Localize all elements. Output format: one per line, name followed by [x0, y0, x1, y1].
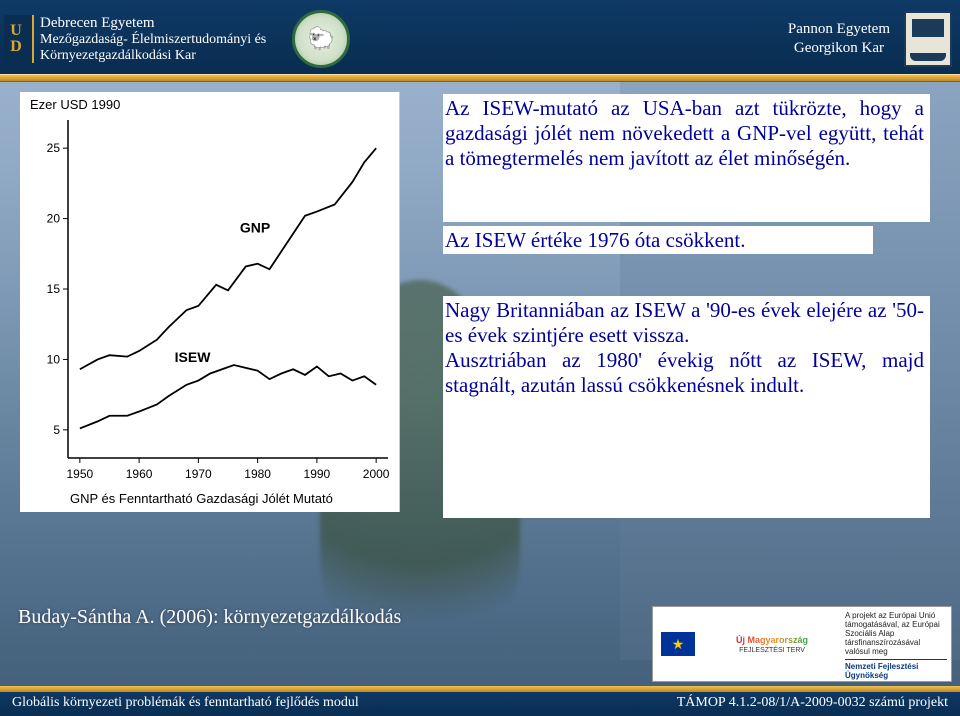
sponsor-subtitle: FEJLESZTÉSI TERV: [739, 647, 805, 654]
sheep-logo-icon: [292, 10, 350, 68]
svg-text:ISEW: ISEW: [175, 349, 212, 365]
slide-footer: Globális környezeti problémák és fenntar…: [0, 686, 960, 716]
sponsor-nfu: Nemzeti Fejlesztési Ügynökség: [845, 659, 947, 680]
sponsor-box: ★ Új Magyarország FEJLESZTÉSI TERV A pro…: [652, 606, 952, 682]
header-left-line1: Debrecen Egyetem: [40, 15, 266, 32]
header-right-text: Pannon Egyetem Georgikon Kar: [788, 20, 890, 58]
chart-caption: GNP és Fenntartható Gazdasági Jólét Muta…: [70, 491, 333, 506]
footer-left: Globális környezeti problémák és fenntar…: [12, 695, 359, 711]
eu-flag-icon: ★: [653, 607, 703, 681]
sponsor-line2: Szociális Alap társfinanszírozásával val…: [845, 629, 947, 656]
svg-text:10: 10: [47, 352, 61, 366]
debrecen-logo: UD: [4, 15, 34, 63]
pannon-crest-icon: [904, 11, 952, 67]
svg-text:5: 5: [53, 423, 60, 437]
svg-text:GNP: GNP: [240, 220, 270, 236]
header-right: Pannon Egyetem Georgikon Kar: [788, 11, 960, 67]
chart-svg: 5 10 15 20 25 1950 1960 1970 1980 1990 2000 GNP ISEW: [20, 92, 400, 512]
paragraph-2: Az ISEW értéke 1976 óta csökkent.: [443, 226, 873, 254]
header-left: UD Debrecen Egyetem Mezőgazdaság- Élelmi…: [0, 10, 350, 68]
sponsor-mid: Új Magyarország FEJLESZTÉSI TERV: [703, 607, 841, 681]
slide-header: UD Debrecen Egyetem Mezőgazdaság- Élelmi…: [0, 0, 960, 82]
svg-text:1960: 1960: [126, 467, 153, 481]
svg-text:20: 20: [47, 212, 61, 226]
chart-y-axis-label: Ezer USD 1990: [30, 97, 120, 112]
svg-text:2000: 2000: [363, 467, 390, 481]
chart-panel: Ezer USD 1990 5 10 15 20 25 1950 1960 1970 1980 1…: [20, 92, 425, 686]
svg-text:15: 15: [47, 282, 61, 296]
paragraph-3: Nagy Britanniában az ISEW a '90-es évek …: [443, 296, 930, 518]
sponsor-right: A projekt az Európai Unió támogatásával,…: [841, 607, 951, 681]
sponsor-title: Új Magyarország: [736, 635, 808, 645]
header-left-line3: Környezetgazdálkodási Kar: [40, 48, 266, 64]
svg-text:1950: 1950: [67, 467, 94, 481]
svg-text:1970: 1970: [185, 467, 212, 481]
paragraph-1: Az ISEW-mutató az USA-ban azt tükrözte, …: [443, 94, 930, 222]
svg-text:1980: 1980: [244, 467, 271, 481]
header-right-line1: Pannon Egyetem: [788, 20, 890, 39]
header-right-line2: Georgikon Kar: [788, 39, 890, 58]
slide-content: Ezer USD 1990 5 10 15 20 25 1950 1960 1970 1980 1…: [0, 92, 960, 686]
header-left-line2: Mezőgazdaság- Élelmiszertudományi és: [40, 32, 266, 48]
header-gold-divider: [0, 74, 960, 82]
citation-text: Buday-Sántha A. (2006): környezetgazdálk…: [10, 602, 425, 633]
footer-gold-divider: [0, 686, 960, 692]
text-panel: Az ISEW-mutató az USA-ban azt tükrözte, …: [425, 92, 960, 686]
footer-right: TÁMOP 4.1.2-08/1/A-2009-0032 számú proje…: [677, 695, 948, 711]
gnp-isew-chart: Ezer USD 1990 5 10 15 20 25 1950 1960 1970 1980 1…: [20, 92, 400, 512]
svg-text:1990: 1990: [304, 467, 331, 481]
header-left-text: Debrecen Egyetem Mezőgazdaság- Élelmisze…: [40, 15, 266, 64]
svg-text:25: 25: [47, 141, 61, 155]
sponsor-line1: A projekt az Európai Unió támogatásával,…: [845, 611, 947, 629]
